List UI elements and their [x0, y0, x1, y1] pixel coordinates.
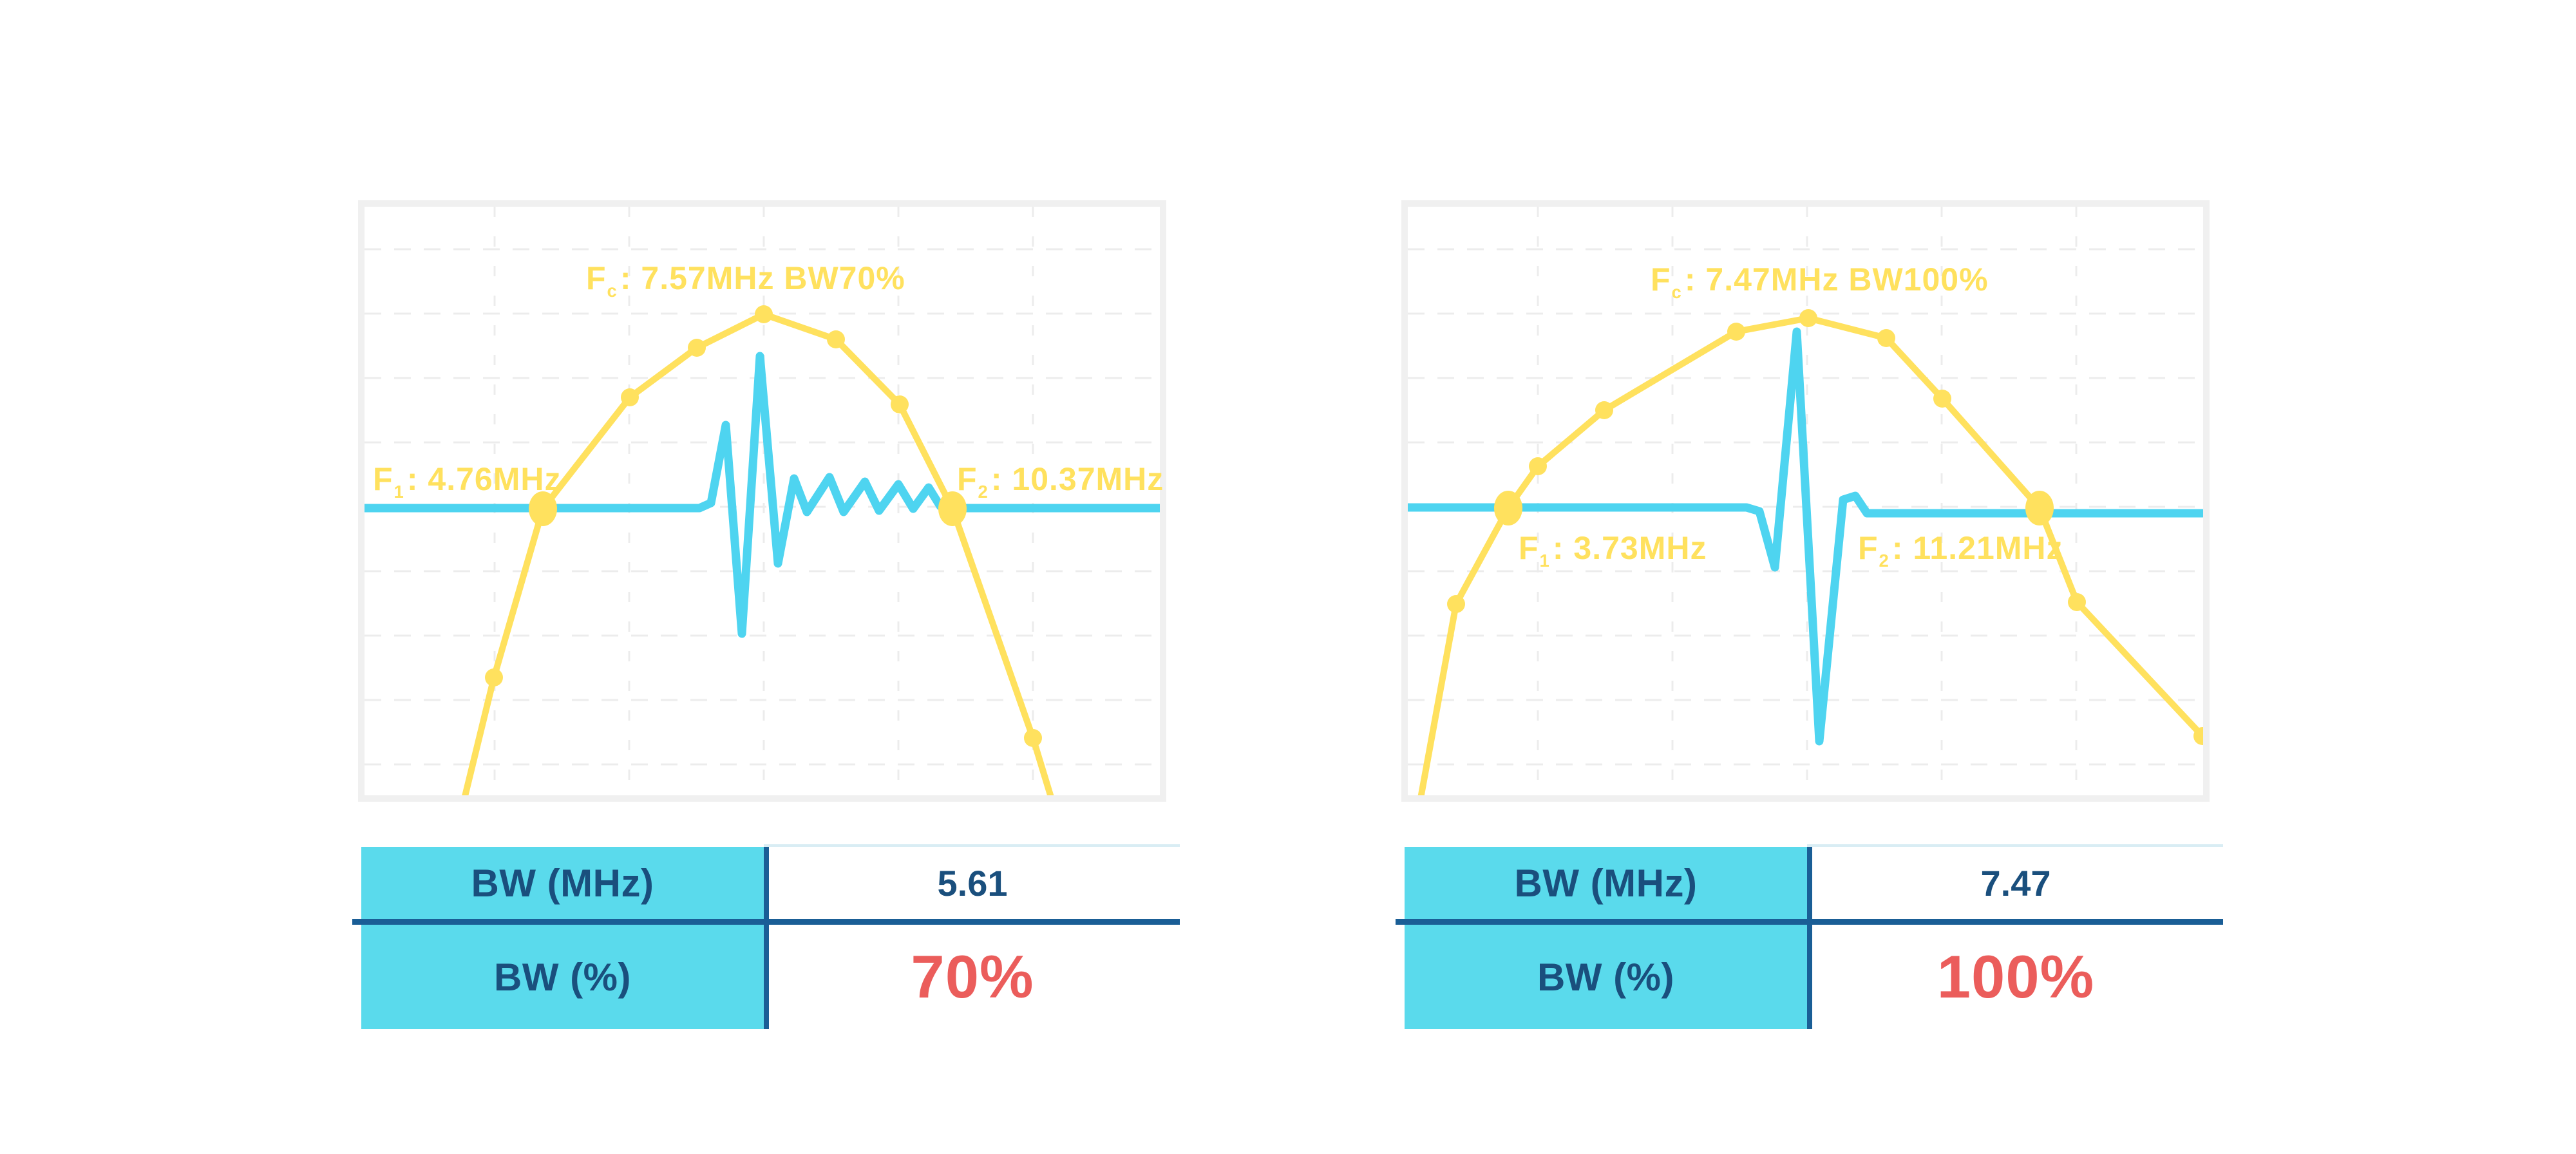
fc-text: : 7.57MHz BW70% [620, 260, 905, 296]
bw-mhz-label: BW (MHz) [1514, 861, 1698, 905]
chart-group-bw100: Fc: 7.47MHz BW100% F1: 3.73MHz F2: 11.21… [1396, 200, 2223, 1044]
f1-subscript: 1 [393, 481, 404, 502]
f2-annotation: F2: 10.37MHz [957, 461, 1164, 502]
plot-canvas [1408, 207, 2203, 795]
bandwidth-table-bw100: BW (MHz) 7.47 BW (%) 100% [1396, 844, 2223, 1037]
fc-annotation: Fc: 7.47MHz BW100% [1651, 261, 1989, 302]
spectrum-plot-bw70: Fc: 7.57MHz BW70% F1: 4.76MHz F2: 10.37M… [358, 200, 1166, 802]
f2-text: : 10.37MHz [990, 461, 1164, 497]
table-top-border [764, 844, 1180, 847]
f2-prefix: F [957, 461, 978, 497]
f2-text: : 11.21MHz [1891, 530, 2063, 566]
f2-subscript: 2 [978, 481, 989, 502]
table-header-column [1405, 847, 1807, 1029]
f1-annotation: F1: 3.73MHz [1519, 530, 1707, 571]
bandwidth-table-bw70: BW (MHz) 5.61 BW (%) 70% [352, 844, 1180, 1037]
fc-subscript: c [607, 280, 618, 301]
bw-mhz-value: 5.61 [937, 862, 1008, 903]
fc-subscript: c [1671, 281, 1682, 302]
bw-pct-label: BW (%) [1537, 955, 1674, 999]
f1-text: : 4.76MHz [406, 461, 562, 497]
fc-prefix: F [1651, 261, 1671, 298]
plot-canvas [365, 207, 1160, 795]
bw-pct-value: 100% [1937, 943, 2095, 1010]
fc-annotation: Fc: 7.57MHz BW70% [586, 260, 905, 301]
table-column-divider [764, 847, 769, 1029]
bw-mhz-value: 7.47 [1980, 862, 2051, 903]
fc-text: : 7.47MHz BW100% [1684, 261, 1989, 298]
f1-subscript: 1 [1539, 550, 1550, 571]
table-header-column [361, 847, 764, 1029]
bw-pct-value: 70% [911, 943, 1034, 1010]
spectrum-plot-bw100: Fc: 7.47MHz BW100% F1: 3.73MHz F2: 11.21… [1401, 200, 2210, 802]
bw-pct-label: BW (%) [494, 955, 631, 999]
table-top-border [1807, 844, 2223, 847]
chart-group-bw70: Fc: 7.57MHz BW70% F1: 4.76MHz F2: 10.37M… [352, 200, 1180, 1044]
f1-prefix: F [373, 461, 393, 497]
table-column-divider [1807, 847, 1812, 1029]
f2-prefix: F [1858, 530, 1879, 566]
f1-text: : 3.73MHz [1552, 530, 1707, 566]
f2-annotation: F2: 11.21MHz [1858, 530, 2063, 571]
f1-prefix: F [1519, 530, 1539, 566]
f1-annotation: F1: 4.76MHz [373, 461, 562, 502]
f2-subscript: 2 [1879, 550, 1889, 571]
bw-mhz-label: BW (MHz) [471, 861, 654, 905]
fc-prefix: F [586, 260, 607, 296]
